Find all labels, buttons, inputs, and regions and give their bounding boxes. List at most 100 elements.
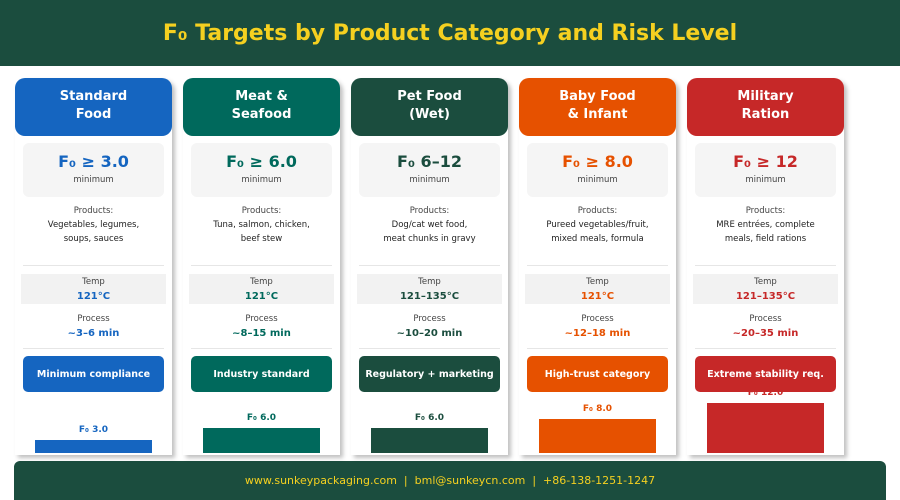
target-note: minimum [73,175,114,185]
target: F₀ ≥ 12 [733,152,798,171]
process-label: Process [77,314,110,324]
card-header: Baby Food & Infant [519,78,676,136]
tag: Regulatory + marketing [359,356,500,392]
products-line: soups, sauces [63,234,124,244]
process-label: Process [749,314,782,324]
temp: 121°C [580,291,615,302]
temp-label: Temp [82,277,105,287]
products-label: Products: [409,206,450,216]
separator [359,348,500,349]
process-label: Process [245,314,278,324]
card: Pet Food (Wet) F₀ 6–12 minimum Products: Dog/… [351,78,508,455]
separator [23,348,164,349]
process-label: Process [581,314,614,324]
temp-box: Temp 121°C [21,274,166,304]
target-box: F₀ ≥ 8.0 minimum [527,143,668,197]
process-box: Process ~10–20 min [351,312,508,339]
card: Standard Food F₀ ≥ 3.0 minimum Products: Vege… [15,78,172,455]
separator [527,265,668,266]
card-header: Pet Food (Wet) [351,78,508,136]
footer: www.sunkeypackaging.com | bml@sunkeycn.c… [14,461,886,500]
process-box: Process ~3–6 min [15,312,172,339]
process: ~10–20 min [396,328,463,339]
temp-label: Temp [418,277,441,287]
card-header: Standard Food [15,78,172,136]
header-title: F₀ Targets by Product Category and Risk … [0,0,900,66]
separator [527,348,668,349]
bar [539,419,656,453]
bar [371,427,488,453]
temp-label: Temp [754,277,777,287]
products: Products: MRE entrées, complete meals, fie… [687,204,844,246]
bar-label: F₀ 3.0 [78,425,109,436]
temp-box: Temp 121°C [525,274,670,304]
card: Military Ration F₀ ≥ 12 minimum Products: MRE… [687,78,844,455]
card-name-line: Ration [741,107,790,122]
target-box: F₀ 6–12 minimum [359,143,500,197]
products-line: meals, field rations [724,234,807,244]
card-name-line: Baby Food [559,89,636,104]
products-label: Products: [73,206,114,216]
tag: Extreme stability req. [695,356,836,392]
target: F₀ 6–12 [397,152,462,171]
temp-label: Temp [586,277,609,287]
bar-label: F₀ 8.0 [582,404,613,415]
card-name-line: Meat & [235,89,288,104]
separator [191,265,332,266]
card-header: Military Ration [687,78,844,136]
target: F₀ ≥ 8.0 [562,152,633,171]
target-note: minimum [577,175,618,185]
separator [359,265,500,266]
card-name-line: Food [75,107,112,122]
target-box: F₀ ≥ 12 minimum [695,143,836,197]
process: ~20–35 min [732,328,799,339]
temp-box: Temp 121–135°C [693,274,838,304]
products-line: beef stew [240,234,283,244]
temp: 121°C [244,291,279,302]
card-name-line: Military [737,89,794,104]
target-note: minimum [409,175,450,185]
tag: High-trust category [527,356,668,392]
card-name-line: Pet Food [397,89,462,104]
products: Products: Pureed vegetables/fruit, mixed m… [519,204,676,246]
card: Meat & Seafood F₀ ≥ 6.0 minimum Products: Tun… [183,78,340,455]
products-line: Vegetables, legumes, [47,220,140,230]
temp-box: Temp 121–135°C [357,274,502,304]
bar [35,440,152,453]
products: Products: Tuna, salmon, chicken, beef stew [183,204,340,246]
bar-label: F₀ 12.0 [747,387,784,398]
card-header: Meat & Seafood [183,78,340,136]
separator [191,348,332,349]
process-box: Process ~20–35 min [687,312,844,339]
bar [707,402,824,453]
products-line: meat chunks in gravy [383,234,476,244]
card-name-line: & Infant [567,107,628,122]
tag: Minimum compliance [23,356,164,392]
products-label: Products: [241,206,282,216]
temp-label: Temp [250,277,273,287]
bar-label: F₀ 6.0 [414,412,445,423]
separator [695,348,836,349]
products-line: MRE entrées, complete [716,220,815,230]
target: F₀ ≥ 6.0 [226,152,297,171]
target-note: minimum [241,175,282,185]
process: ~3–6 min [67,328,120,339]
products-line: mixed meals, formula [551,234,644,244]
card-name-line: (Wet) [409,107,450,122]
process: ~8–15 min [232,328,291,339]
temp-box: Temp 121°C [189,274,334,304]
separator [695,265,836,266]
temp: 121–135°C [735,291,796,302]
process-box: Process ~8–15 min [183,312,340,339]
products-line: Dog/cat wet food, [391,220,468,230]
products-line: Tuna, salmon, chicken, [213,220,310,230]
target-box: F₀ ≥ 6.0 minimum [191,143,332,197]
tag: Industry standard [191,356,332,392]
temp: 121–135°C [399,291,460,302]
process-label: Process [413,314,446,324]
process: ~12–18 min [564,328,631,339]
card-name-line: Standard [59,89,128,104]
products: Products: Vegetables, legumes, soups, sauc… [15,204,172,246]
target-note: minimum [745,175,786,185]
